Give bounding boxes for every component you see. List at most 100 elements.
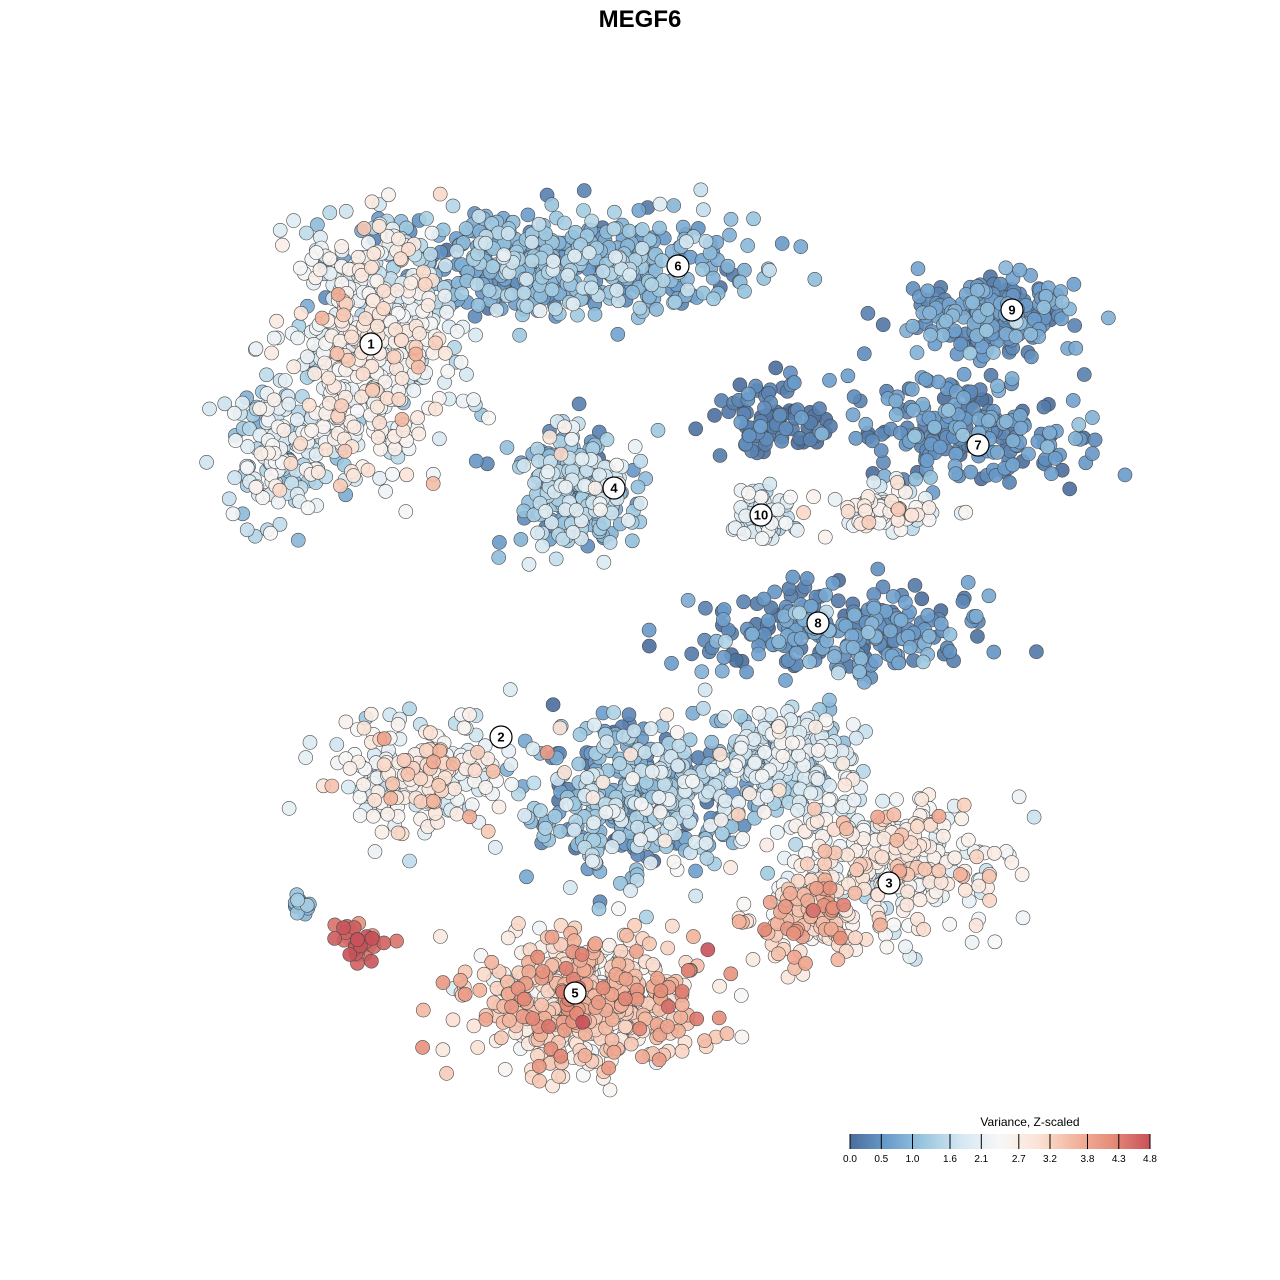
cell-point [830, 952, 846, 968]
cell-point [840, 368, 856, 384]
cell-point [914, 792, 930, 807]
cell-point [538, 504, 553, 519]
cluster-label-text: 4 [610, 481, 618, 496]
cell-point [921, 628, 937, 644]
cell-point [428, 401, 443, 417]
cell-point [526, 775, 542, 791]
cell-point [786, 926, 801, 941]
cell-point [714, 393, 729, 408]
cell-point [485, 764, 501, 779]
cell-point [756, 804, 772, 820]
cell-point [576, 183, 592, 198]
cell-point [370, 318, 385, 334]
cell-point [552, 823, 568, 839]
cell-point [947, 850, 963, 866]
cell-point [376, 283, 392, 299]
cell-point [426, 754, 441, 770]
cell-point [491, 550, 507, 565]
cell-point [1013, 420, 1029, 436]
cell-point [544, 929, 560, 945]
cell-point [1067, 318, 1082, 333]
cell-point [757, 745, 773, 760]
cell-point [413, 794, 429, 810]
cell-point [669, 725, 685, 740]
cell-point [1029, 644, 1044, 660]
cell-point [1024, 349, 1039, 365]
cell-point [693, 182, 709, 198]
cell-point [660, 1019, 675, 1034]
cell-point [532, 303, 548, 319]
cell-point [499, 440, 515, 455]
cluster-label-text: 3 [885, 876, 892, 891]
cell-point [579, 770, 595, 786]
cell-point [519, 299, 535, 314]
cell-point [810, 742, 826, 758]
cell-point [259, 367, 274, 383]
cell-point [1012, 408, 1028, 423]
cell-point [334, 239, 349, 254]
cell-point [322, 395, 337, 411]
cell-point [318, 442, 334, 458]
cell-point [751, 646, 766, 662]
cell-point [998, 414, 1014, 429]
cell-point [817, 843, 833, 859]
cell-point [370, 430, 386, 445]
cell-point [870, 809, 886, 825]
cell-point [699, 850, 715, 866]
cell-point [874, 849, 890, 865]
cell-point [356, 221, 372, 236]
cluster-label-4: 4 [602, 476, 626, 500]
cell-point [741, 485, 756, 501]
cell-point [827, 649, 842, 665]
cell-point [696, 202, 711, 217]
cell-point [531, 216, 547, 232]
cell-point [969, 849, 985, 865]
cell-point [355, 366, 371, 382]
cell-point [456, 720, 472, 736]
cell-point [772, 407, 788, 423]
cell-point [845, 407, 861, 423]
cell-point [812, 401, 827, 417]
cell-point [389, 283, 405, 298]
cell-point [227, 470, 242, 486]
cell-point [500, 930, 516, 946]
cell-point [722, 227, 737, 243]
cell-point [221, 491, 237, 507]
cell-point [517, 808, 533, 823]
cell-point [330, 287, 346, 302]
cell-point [927, 419, 942, 435]
cell-point [879, 939, 895, 955]
cell-point [674, 997, 690, 1012]
cell-point [1040, 439, 1055, 455]
cell-point [873, 443, 889, 458]
cell-point [491, 799, 507, 815]
cell-point [674, 984, 690, 999]
cell-point [293, 436, 308, 451]
cell-point [342, 760, 358, 776]
cell-point [532, 1073, 547, 1089]
cell-point [470, 1040, 486, 1055]
cell-point [719, 1026, 735, 1041]
cell-point [664, 918, 680, 934]
cell-point [806, 903, 821, 918]
cell-point [662, 815, 678, 831]
cell-point [762, 476, 778, 492]
cell-point [587, 307, 603, 322]
cell-point [645, 957, 661, 972]
cell-point [790, 802, 805, 818]
cell-point [516, 458, 532, 473]
cell-point [344, 329, 359, 345]
cluster-label-2: 2 [489, 725, 513, 749]
cell-point [793, 631, 809, 646]
cell-point [239, 522, 255, 538]
cell-point [425, 793, 441, 809]
cell-point [380, 806, 396, 822]
cell-point [630, 819, 645, 835]
cell-point [360, 462, 376, 478]
cell-point [390, 717, 406, 732]
cell-point [700, 942, 716, 958]
cell-point [771, 719, 786, 734]
cell-point [757, 400, 772, 416]
cell-point [964, 935, 980, 950]
cell-point [860, 305, 876, 321]
